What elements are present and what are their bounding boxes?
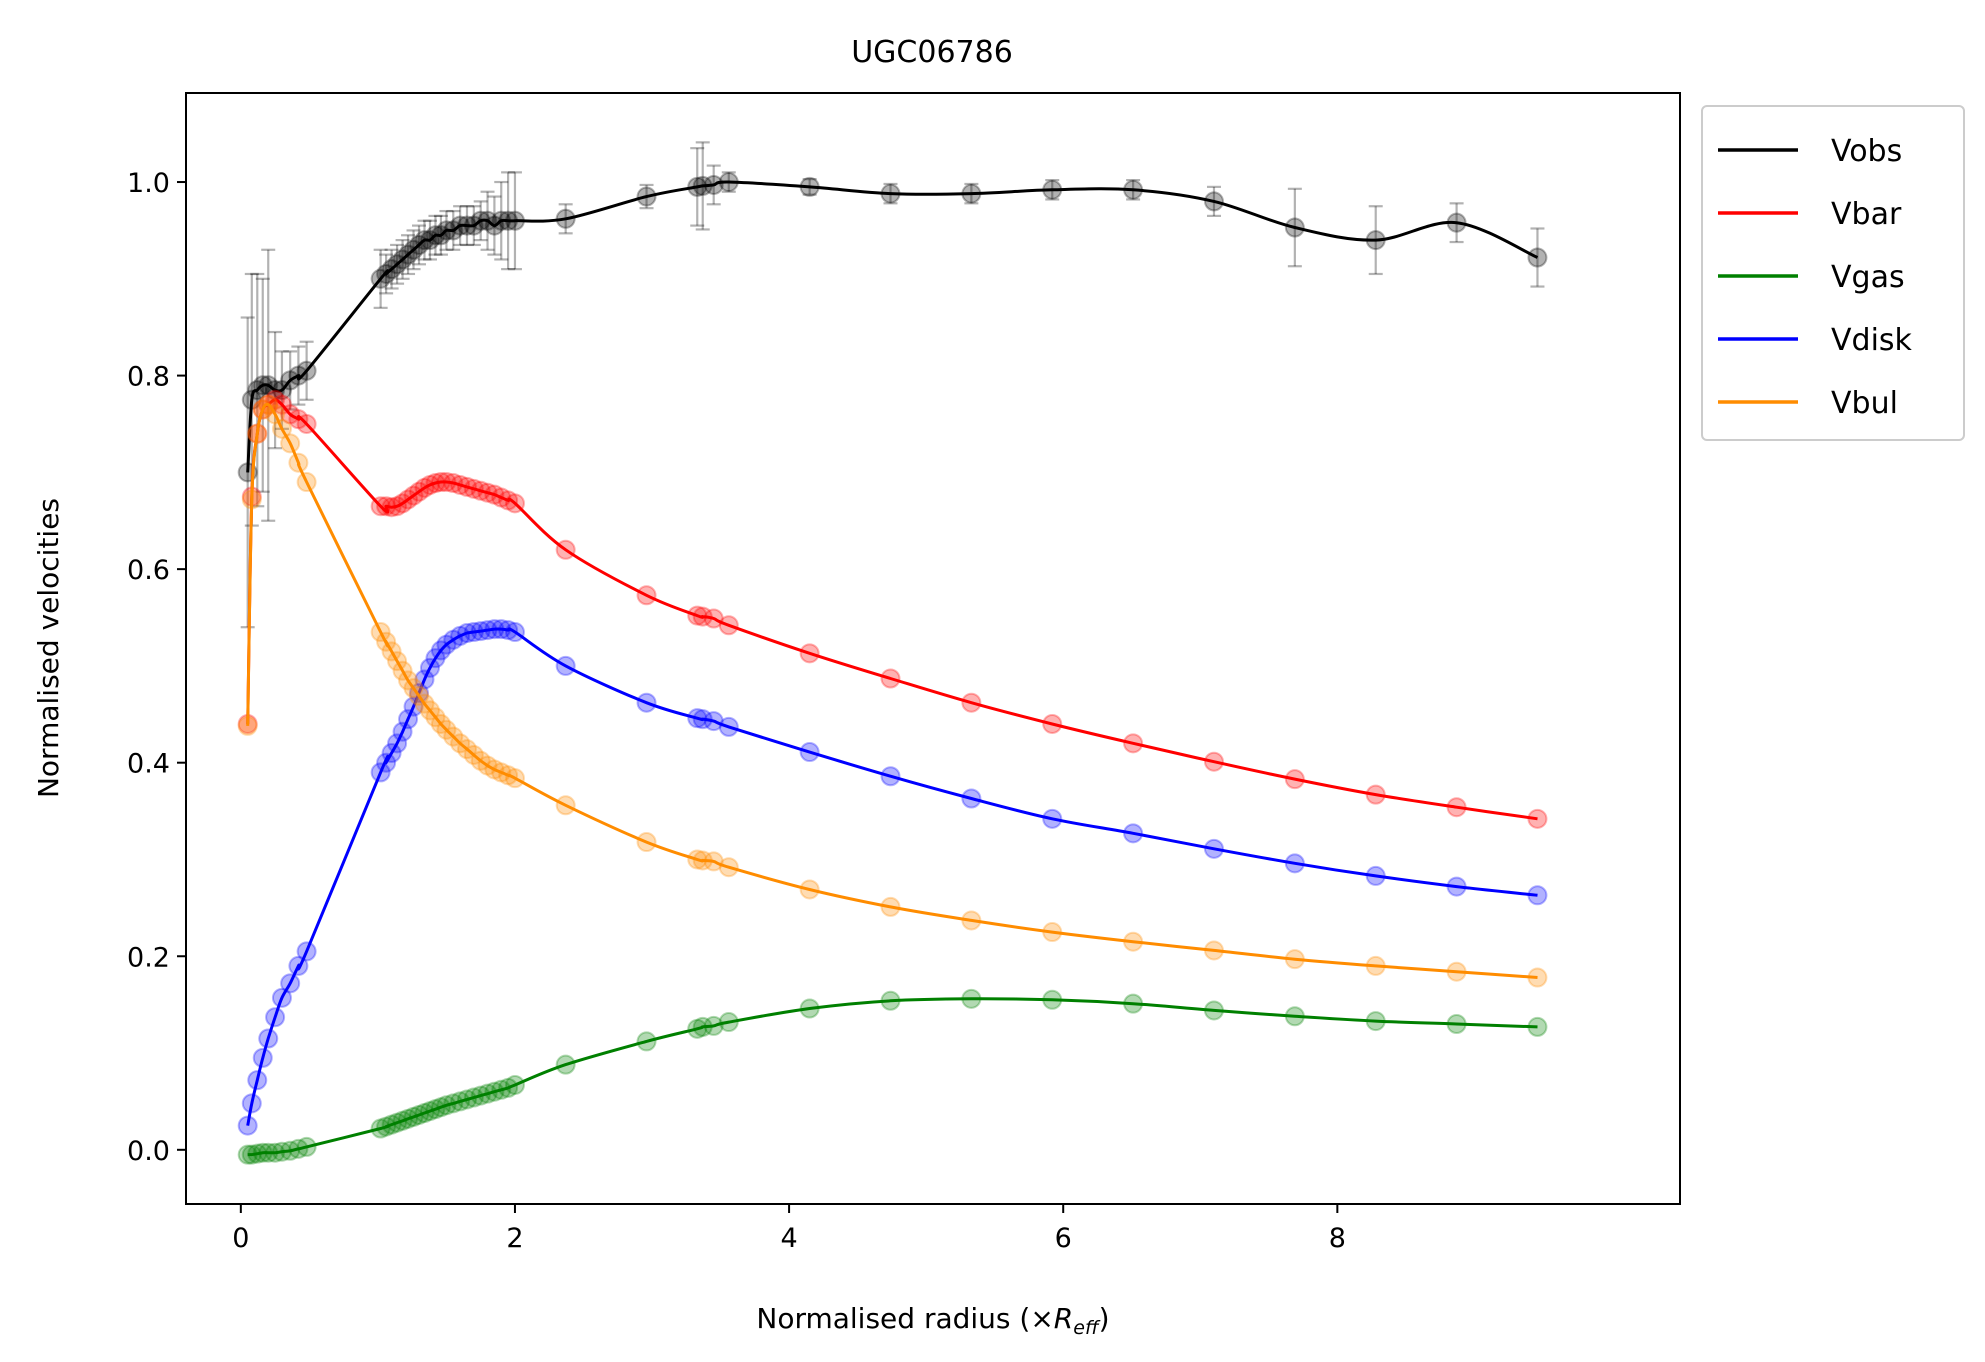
y-axis-label: Normalised velocities: [32, 498, 65, 798]
y-tick-label: 1.0: [127, 168, 170, 199]
y-tick-label: 0.6: [127, 555, 170, 586]
legend-label-vbar: Vbar: [1831, 197, 1902, 232]
axis-ticks: 0 2 4 6 8 0.0 0.2 0.4 0.6 0.8 1.0: [127, 168, 1346, 1254]
y-tick-label: 0.8: [127, 362, 170, 393]
series-vgas: [237, 988, 1548, 1165]
data-point-vdisk: [237, 1115, 258, 1136]
legend: Vobs Vbar Vgas Vdisk Vbul: [1701, 105, 1965, 441]
plot-area: [237, 141, 1548, 1165]
x-tick-label: 8: [1329, 1223, 1346, 1254]
legend-label-vdisk: Vdisk: [1831, 323, 1913, 358]
y-tick-label: 0.4: [127, 749, 170, 780]
plot-frame: [185, 92, 1681, 1205]
x-tick-label: 4: [780, 1223, 797, 1254]
legend-frame: [1701, 105, 1965, 441]
series-line-vobs: [246, 180, 1539, 473]
series-vbul: [237, 394, 1548, 988]
chart-title: UGC06786: [851, 35, 1013, 70]
legend-label-vgas: Vgas: [1831, 260, 1905, 295]
series-line-vbar: [246, 398, 1538, 821]
y-tick-label: 0.0: [127, 1136, 170, 1167]
series-vdisk: [237, 619, 1548, 1136]
series-line-vgas: [247, 997, 1538, 1157]
legend-label-vobs: Vobs: [1831, 134, 1902, 169]
series-vobs: [237, 141, 1548, 629]
x-tick-label: 0: [232, 1223, 249, 1254]
legend-label-vbul: Vbul: [1831, 386, 1898, 421]
x-tick-label: 2: [506, 1223, 523, 1254]
series-vbar: [237, 389, 1548, 829]
x-axis-label: Normalised radius (×Reff): [756, 1302, 1109, 1339]
series-line-vdisk: [246, 627, 1538, 1126]
series-line-vbul: [246, 402, 1538, 979]
x-tick-label: 6: [1055, 1223, 1072, 1254]
y-tick-label: 0.2: [127, 942, 170, 973]
